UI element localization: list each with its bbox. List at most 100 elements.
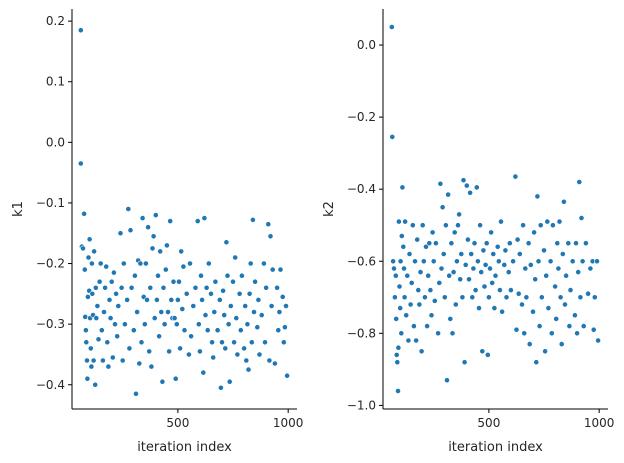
data-point (141, 321, 148, 328)
y-tick-label: −0.2 (36, 257, 65, 271)
data-point (484, 351, 491, 358)
data-point (409, 222, 416, 229)
data-point (150, 233, 157, 240)
data-point (80, 245, 86, 252)
data-point (284, 372, 290, 379)
data-point (478, 269, 485, 275)
data-point (481, 283, 488, 290)
data-point (269, 266, 276, 273)
data-point (406, 251, 413, 257)
data-point (153, 296, 160, 303)
data-point (178, 248, 185, 255)
data-point (547, 258, 554, 265)
data-point (438, 265, 445, 272)
data-point (142, 260, 149, 267)
data-point (402, 218, 408, 225)
data-point (88, 363, 95, 370)
data-point (216, 296, 223, 303)
data-point (452, 301, 459, 308)
data-point (595, 337, 601, 344)
data-point (199, 296, 205, 303)
data-point (231, 339, 237, 346)
data-point (476, 305, 482, 311)
data-point (464, 236, 471, 243)
data-point (587, 265, 594, 272)
data-point (393, 315, 400, 322)
data-point (89, 290, 96, 297)
data-point (423, 243, 429, 250)
data-point (223, 239, 230, 246)
data-point (553, 315, 560, 322)
data-point (591, 294, 598, 301)
data-point (100, 357, 106, 364)
data-point (267, 233, 274, 240)
data-point (244, 321, 251, 328)
data-point (225, 321, 232, 328)
data-point (232, 254, 239, 261)
data-point (410, 323, 417, 329)
data-point (246, 290, 253, 297)
y-tick-label: −0.4 (347, 182, 376, 196)
data-point (198, 272, 204, 279)
data-point (155, 272, 161, 279)
data-point (394, 359, 401, 366)
data-point (179, 306, 186, 312)
y-axis-label: k2 (322, 201, 337, 217)
data-point (81, 210, 87, 217)
data-point (130, 327, 137, 334)
data-point (279, 293, 286, 300)
x-tick-label: 1000 (273, 416, 304, 430)
data-point (432, 240, 439, 247)
data-point (144, 296, 150, 303)
data-point (428, 312, 435, 319)
data-point (166, 348, 172, 355)
data-point (203, 284, 210, 291)
data-point (171, 315, 178, 321)
data-point (514, 236, 521, 243)
data-point (453, 258, 460, 265)
data-point (419, 222, 426, 229)
data-point (575, 269, 582, 275)
data-point (233, 315, 240, 321)
data-point (473, 184, 480, 191)
y-tick-label: 0.1 (46, 75, 65, 89)
data-point (120, 260, 127, 267)
data-point (537, 222, 544, 229)
data-point (90, 357, 97, 364)
y-tick-label: −1.0 (347, 398, 376, 412)
data-point (271, 360, 278, 367)
data-point (238, 272, 245, 279)
data-point (77, 160, 84, 167)
data-point (263, 284, 269, 291)
data-point (554, 240, 561, 247)
data-point (252, 278, 258, 285)
data-point (520, 222, 526, 229)
data-point (578, 215, 585, 221)
data-point (200, 369, 207, 376)
data-point (103, 263, 110, 270)
y-tick-label: −0.3 (36, 317, 65, 331)
data-point (230, 278, 236, 285)
data-point (221, 312, 228, 318)
data-point (440, 251, 447, 257)
data-point (456, 211, 462, 218)
data-point (515, 290, 522, 297)
data-point (177, 345, 183, 352)
data-point (523, 294, 530, 301)
data-point (170, 278, 177, 285)
data-point (148, 363, 155, 370)
data-point (174, 296, 181, 303)
data-point (455, 222, 461, 229)
data-point (277, 266, 284, 273)
data-point (451, 229, 458, 236)
data-point (389, 133, 396, 140)
data-point (195, 321, 202, 328)
data-point (102, 284, 108, 291)
data-point (467, 189, 473, 196)
data-point (262, 339, 268, 346)
data-point (390, 258, 396, 265)
data-point (241, 345, 247, 352)
data-point (468, 251, 475, 257)
data-point (192, 284, 199, 291)
data-point (133, 390, 139, 397)
